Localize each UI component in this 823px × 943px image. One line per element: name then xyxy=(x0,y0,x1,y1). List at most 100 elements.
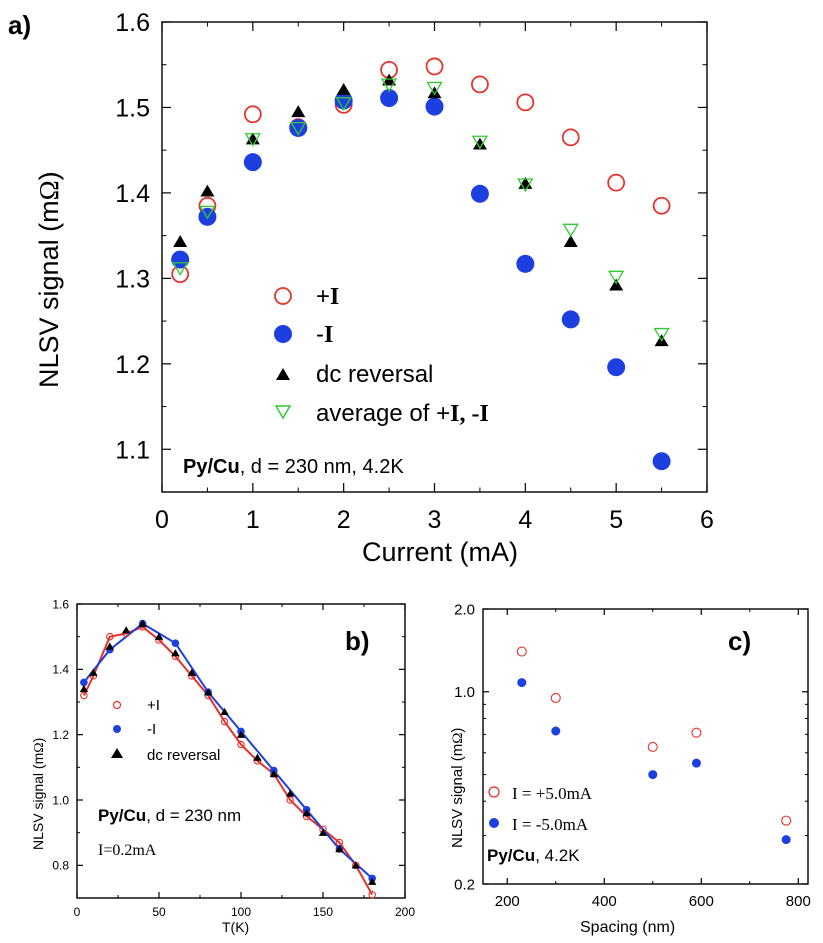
y-tick-label: 0.8 xyxy=(52,859,69,873)
data-point-average-of-i-i xyxy=(290,121,307,136)
panel-b-x-tick-labels: 0 50 100 150 200 xyxy=(74,905,416,919)
data-point-dc-reversal xyxy=(236,730,246,738)
legend-label-plus-5ma: I = +5.0mA xyxy=(512,784,593,803)
x-tick-label: 200 xyxy=(395,905,415,919)
x-tick-label: 100 xyxy=(231,905,251,919)
data-point-average-of-i-i xyxy=(653,327,670,342)
x-tick-label: 400 xyxy=(592,893,617,910)
data-point-dc-reversal xyxy=(105,642,114,650)
data-point-dc-reversal xyxy=(253,753,262,761)
data-point-i xyxy=(237,740,245,749)
panel-a-x-tick-labels: 0 1 2 3 4 5 6 xyxy=(155,506,714,534)
legend-label-average: average of +I, -I xyxy=(316,400,489,427)
y-tick-label: 1.5 xyxy=(115,94,150,122)
panel-c-x-axis-label: Spacing (nm) xyxy=(580,919,675,936)
data-point-average-of-i-i xyxy=(335,97,352,112)
data-point-i xyxy=(198,207,217,226)
data-point-average-of-i-i xyxy=(380,78,398,93)
legend-marker-average xyxy=(274,405,292,420)
data-point-average-of-i-i xyxy=(426,81,443,96)
data-point-i xyxy=(380,89,399,108)
data-point-i xyxy=(289,118,308,137)
data-point-i-5-0ma xyxy=(781,835,791,845)
legend-label-minus-i-b: -I xyxy=(147,721,156,738)
data-point-dc-reversal xyxy=(318,828,328,836)
panel-a-y-axis-label: NLSV signal (mΩ) xyxy=(34,171,64,388)
data-point-i xyxy=(171,250,190,269)
y-tick-label: 0.2 xyxy=(454,876,475,893)
y-tick-label: 1.2 xyxy=(115,351,150,379)
data-point-dc-reversal xyxy=(472,137,487,150)
data-point-i-5-0ma xyxy=(516,646,527,657)
panel-a-ticks xyxy=(161,21,708,492)
data-point-i xyxy=(286,796,294,804)
panel-a-y-tick-labels: 1.1 1.2 1.3 1.4 1.5 1.6 xyxy=(115,9,150,464)
panel-b-current-annotation: I=0.2mA xyxy=(98,842,157,859)
data-point-average-of-i-i xyxy=(172,262,189,276)
y-tick-label: 1.4 xyxy=(52,663,69,677)
data-point-i xyxy=(425,97,444,116)
data-point-dc-reversal xyxy=(302,809,311,817)
x-tick-label: 800 xyxy=(786,893,811,910)
data-point-dc-reversal xyxy=(368,877,377,885)
data-point-i xyxy=(561,128,580,147)
legend-marker-minus-5ma xyxy=(489,818,499,828)
data-point-average-of-i-i xyxy=(517,178,534,193)
data-point-average-of-i-i xyxy=(244,133,261,147)
panel-b-x-axis-label: T(K) xyxy=(222,919,249,935)
data-point-dc-reversal xyxy=(351,861,360,869)
y-tick-label: 2.0 xyxy=(454,601,475,618)
data-point-i xyxy=(243,105,262,124)
x-tick-label: 1 xyxy=(246,506,260,534)
x-tick-label: 50 xyxy=(152,905,166,919)
panel-c-annotation: Py/Cu, 4.2K xyxy=(487,846,580,865)
panel-a: a) 1.1 1.2 1.3 1.4 1.5 1.6 0 1 2 3 4 5 6 Current (m… xyxy=(8,9,714,567)
data-point-dc-reversal xyxy=(204,688,213,696)
data-point-i xyxy=(368,890,376,899)
data-point-i-5-0ma xyxy=(691,727,702,738)
panel-c: c) 0.2 1.0 2.0 200 400 600 800 Spacing (nm) N… xyxy=(449,601,811,936)
y-tick-label: 1.2 xyxy=(52,728,69,742)
data-point-dc-reversal xyxy=(609,278,624,291)
data-point-dc-reversal xyxy=(245,132,260,145)
panel-c-legend: I = +5.0mA I = -5.0mA xyxy=(488,784,593,834)
panel-c-ticks xyxy=(483,608,808,885)
y-tick-label: 1.0 xyxy=(454,684,475,701)
data-point-i xyxy=(470,184,489,203)
data-point-i xyxy=(652,196,671,215)
legend-label-minus-i: -I xyxy=(316,321,333,348)
data-point-average-of-i-i xyxy=(562,223,579,238)
data-point-i xyxy=(106,632,114,641)
legend-marker-minus-i xyxy=(274,325,292,343)
data-point-dc-reversal xyxy=(154,632,164,640)
panel-b-annotation: Py/Cu, d = 230 nm xyxy=(98,806,241,825)
data-point-i xyxy=(243,153,262,172)
legend-label-plus-i-b: +I xyxy=(147,697,160,714)
data-point-i xyxy=(561,310,580,329)
y-tick-label: 1.0 xyxy=(52,793,69,807)
y-tick-label: 1.1 xyxy=(115,436,150,464)
panel-a-x-axis-label: Current (mA) xyxy=(362,537,518,567)
panel-b-y-tick-labels: 0.8 1.0 1.2 1.4 1.6 xyxy=(52,597,69,872)
data-point-i-5-0ma xyxy=(647,741,658,753)
data-point-i xyxy=(516,93,535,112)
data-point-dc-reversal xyxy=(187,668,196,676)
panel-a-annotation: Py/Cu, d = 230 nm, 4.2K xyxy=(183,456,404,478)
panel-a-letter: a) xyxy=(8,10,31,40)
x-tick-label: 150 xyxy=(313,905,333,919)
legend-label-minus-5ma: I = -5.0mA xyxy=(512,815,589,834)
data-point-i-5-0ma xyxy=(551,726,561,736)
panel-b-data-marks xyxy=(79,619,377,899)
panel-a-legend: +I -I dc reversal average of +I, -I xyxy=(274,283,489,427)
legend-marker-plus-i-b xyxy=(112,700,122,710)
data-point-dc-reversal xyxy=(220,707,229,716)
legend-marker-plus-i xyxy=(274,287,292,305)
data-point-i-5-0ma xyxy=(517,678,527,688)
data-point-i xyxy=(171,639,180,647)
panel-c-letter: c) xyxy=(728,626,751,656)
data-point-i-5-0ma xyxy=(691,758,701,768)
panel-c-plot-frame xyxy=(482,608,809,885)
data-point-average-of-i-i xyxy=(608,270,625,285)
panel-c-x-tick-labels: 200 400 600 800 xyxy=(495,893,811,910)
